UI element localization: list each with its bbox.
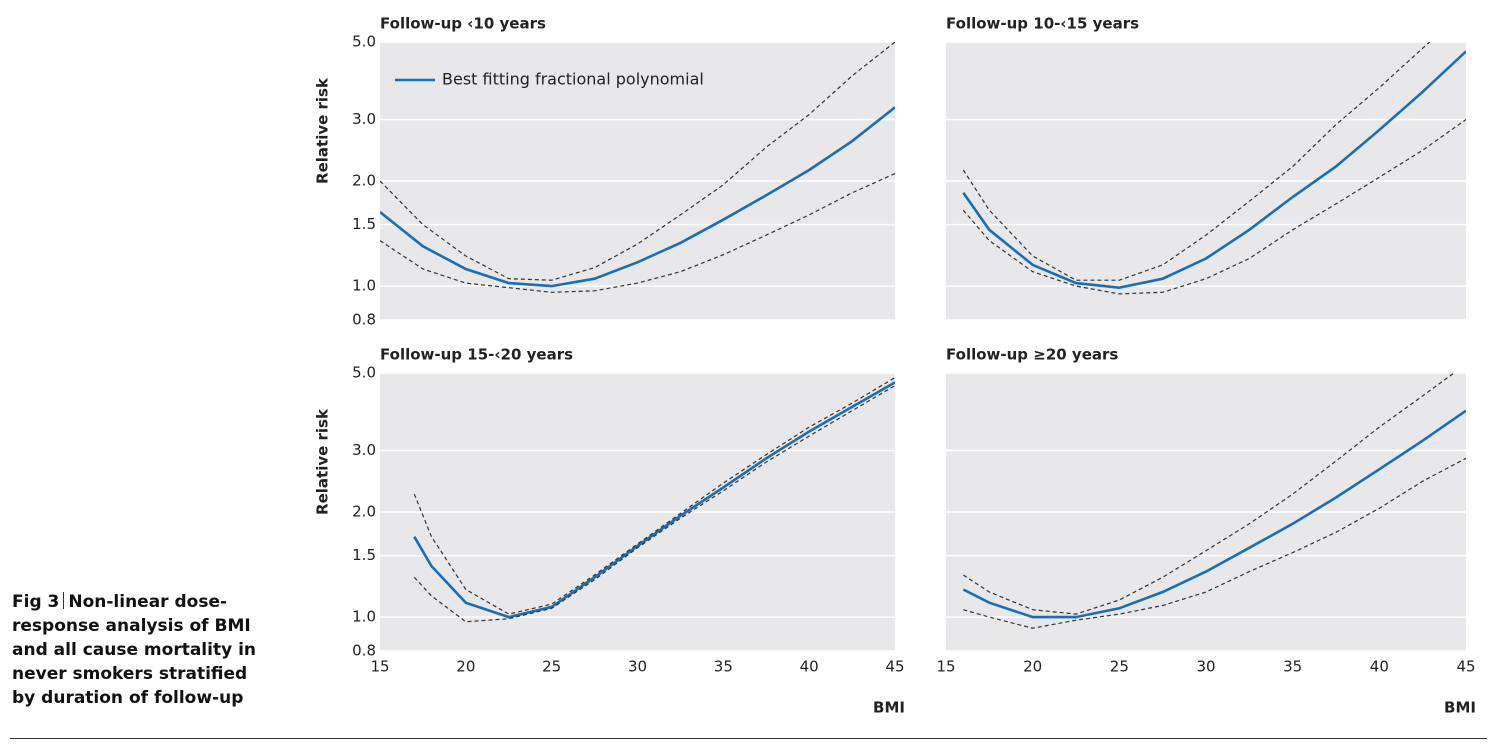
legend-label: Best fitting fractional polynomial	[442, 70, 704, 89]
y-tick-label: 5.0	[352, 364, 376, 382]
x-tick-label: 40	[800, 658, 819, 676]
x-tick-label: 45	[885, 658, 904, 676]
caption: Fig 3 Non-linear dose-response analysis o…	[12, 590, 274, 710]
panel-title: Follow-up ‹10 years	[380, 15, 546, 33]
x-tick-label: 40	[1370, 658, 1389, 676]
x-tick-label: 15	[370, 658, 389, 676]
confidence-line	[380, 42, 895, 281]
confidence-line	[380, 173, 895, 293]
x-tick-label: 35	[714, 658, 733, 676]
x-tick-label: 45	[1456, 658, 1475, 676]
plot-area	[413, 377, 895, 623]
panel-title: Follow-up 10-‹15 years	[946, 15, 1139, 33]
x-tick-label: 20	[1023, 658, 1042, 676]
x-axis-label: BMI	[1444, 699, 1476, 717]
confidence-line	[962, 119, 1466, 295]
y-tick-label: 3.0	[352, 110, 376, 128]
y-tick-label: 1.0	[352, 277, 376, 295]
y-axis-label: Relative risk	[314, 408, 332, 515]
y-tick-label: 2.0	[352, 172, 376, 190]
confidence-line	[963, 457, 1466, 629]
fit-line	[962, 50, 1466, 290]
fit-line	[380, 106, 895, 288]
plot-area	[380, 42, 895, 293]
x-tick-label: 30	[1196, 658, 1215, 676]
panel-title: Follow-up ≥20 years	[946, 346, 1118, 364]
y-tick-label: 3.0	[352, 441, 376, 459]
y-tick-label: 1.5	[352, 215, 376, 233]
panel-title: Follow-up 15-‹20 years	[380, 346, 573, 364]
y-tick-label: 1.0	[352, 608, 376, 626]
confidence-line	[962, 42, 1431, 281]
confidence-line	[413, 385, 895, 623]
plot-area	[962, 42, 1466, 295]
y-tick-label: 5.0	[352, 33, 376, 51]
x-tick-label: 15	[936, 658, 955, 676]
caption-text: Non-linear dose-response analysis of BMI…	[12, 592, 257, 708]
confidence-line	[962, 373, 1455, 615]
x-tick-label: 30	[628, 658, 647, 676]
plot-area	[962, 373, 1466, 629]
y-tick-label: 1.5	[352, 546, 376, 564]
fit-line	[413, 381, 895, 619]
x-axis-label: BMI	[873, 699, 905, 717]
x-tick-label: 20	[456, 658, 475, 676]
y-tick-label: 2.0	[352, 503, 376, 521]
y-tick-label: 0.8	[352, 311, 376, 329]
y-axis-label: Relative risk	[314, 77, 332, 184]
y-tick-label: 0.8	[352, 642, 376, 660]
x-tick-label: 25	[542, 658, 561, 676]
x-tick-label: 25	[1110, 658, 1129, 676]
x-tick-label: 35	[1283, 658, 1302, 676]
confidence-line	[413, 377, 895, 615]
bottom-rule	[10, 738, 1487, 739]
caption-separator	[63, 592, 65, 609]
caption-label: Fig 3	[12, 592, 60, 612]
fit-line	[962, 409, 1466, 619]
